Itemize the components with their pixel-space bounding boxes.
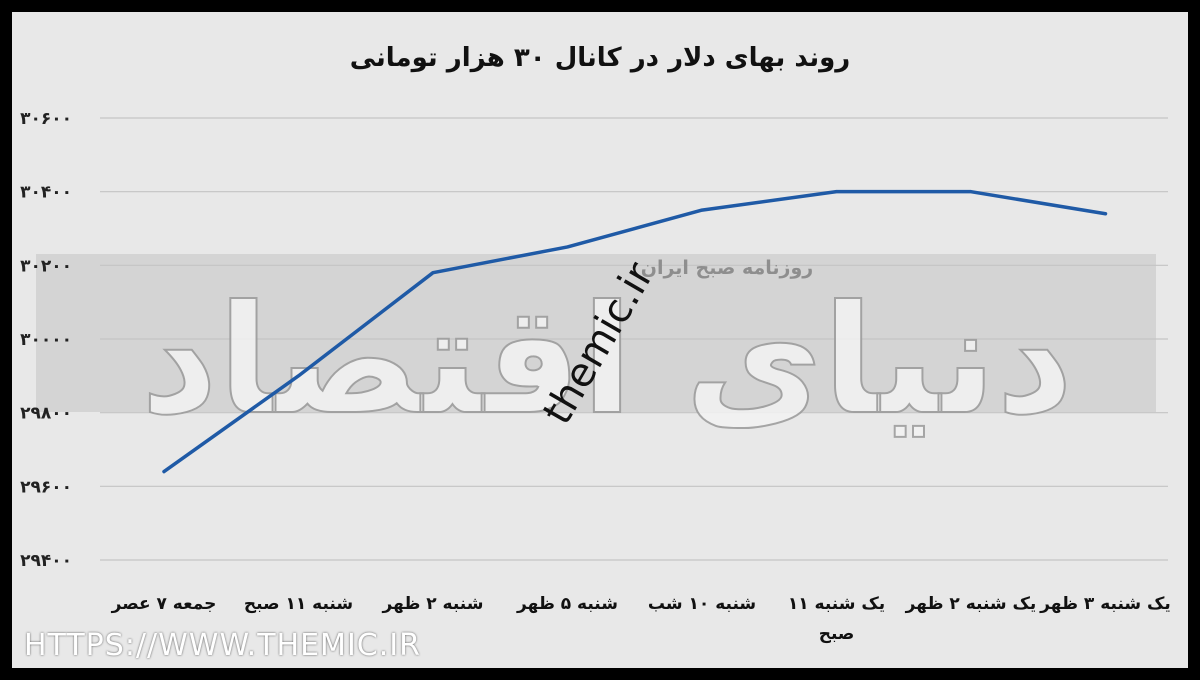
y-tick-label: ۳۰۲۰۰ xyxy=(20,256,72,276)
y-tick-label: ۳۰۶۰۰ xyxy=(20,109,72,129)
chart-title: روند بهای دلار در کانال ۳۰ هزار تومانی xyxy=(350,43,851,73)
x-tick-label: یک شنبه ۲ ظهر xyxy=(905,594,1037,614)
x-tick-label: شنبه ۵ ظهر xyxy=(516,594,618,614)
y-tick-label: ۳۰۰۰۰ xyxy=(20,330,72,350)
chart-frame: دنیای اقتصاد روزنامه صبح ایران themic.ir… xyxy=(12,12,1188,668)
x-tick-label: شنبه ۱۰ شب xyxy=(648,594,756,614)
x-axis-ticks: جمعه ۷ عصر شنبه ۱۱ صبح شنبه ۲ ظهر شنبه ۵ ظه… xyxy=(111,594,1171,644)
x-tick-label: جمعه ۷ عصر xyxy=(111,594,217,614)
line-chart: دنیای اقتصاد روزنامه صبح ایران themic.ir… xyxy=(20,43,1171,644)
footer-url: HTTPS://WWW.THEMIC.IR xyxy=(24,628,421,663)
y-tick-label: ۳۰۴۰۰ xyxy=(20,183,72,203)
x-tick-label: صبح xyxy=(819,624,855,644)
x-tick-label: یک شنبه ۱۱ xyxy=(788,594,885,614)
series-layer xyxy=(162,189,1108,474)
y-tick-label: ۲۹۶۰۰ xyxy=(20,477,72,497)
x-tick-label: شنبه ۱۱ صبح xyxy=(244,594,353,614)
series-line xyxy=(162,189,1108,474)
x-tick-label: شنبه ۲ ظهر xyxy=(382,594,484,614)
y-axis-ticks: ۲۹۴۰۰ ۲۹۶۰۰ ۲۹۸۰۰ ۳۰۰۰۰ ۳۰۲۰۰ ۳۰۴۰۰ ۳۰۶۰۰ xyxy=(20,109,72,571)
watermark-brand: دنیای اقتصاد xyxy=(141,274,1074,448)
x-tick-label: یک شنبه ۳ ظهر xyxy=(1039,594,1171,614)
grid-lines xyxy=(100,117,1168,561)
y-tick-label: ۲۹۸۰۰ xyxy=(20,404,72,424)
watermark-newspaper: روزنامه صبح ایران xyxy=(641,257,813,279)
y-tick-label: ۲۹۴۰۰ xyxy=(20,551,72,571)
watermark-band xyxy=(36,254,1156,412)
